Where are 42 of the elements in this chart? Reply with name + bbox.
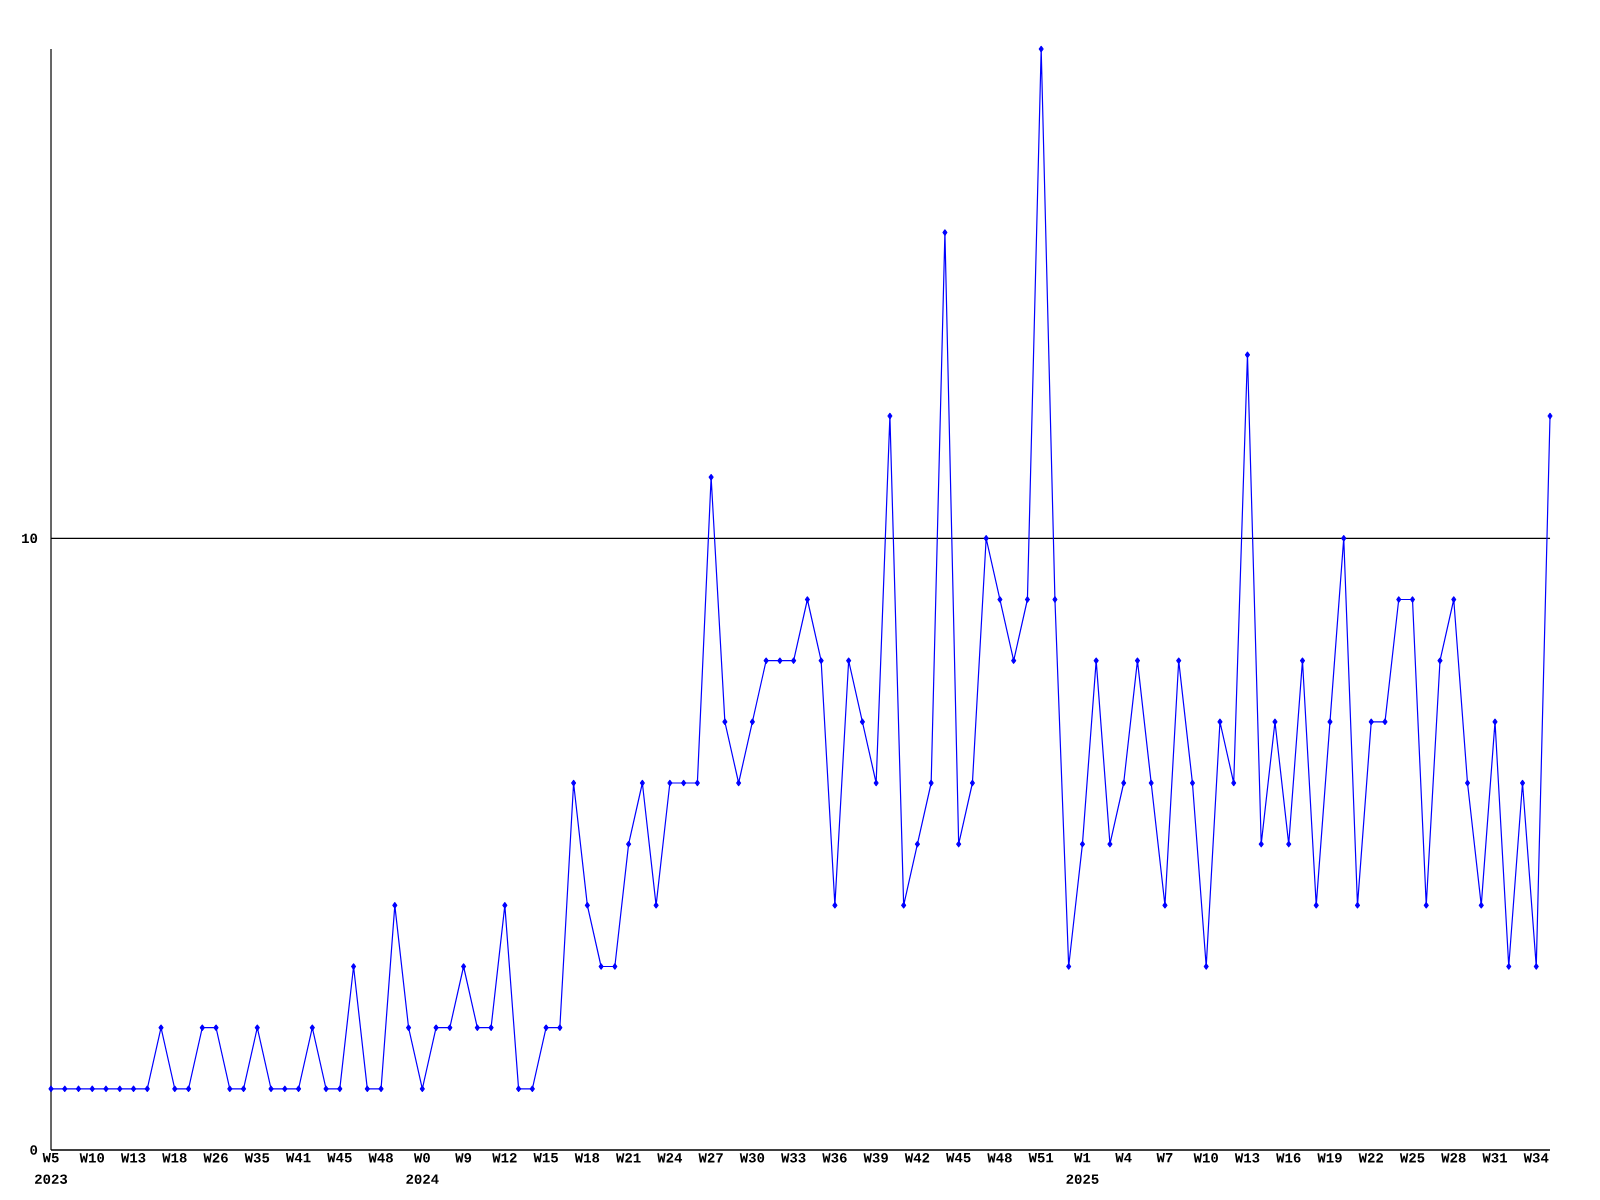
- text: 2025: [1066, 1174, 1099, 1184]
- x-tick-label: W33: [781, 1153, 806, 1163]
- x-tick-label: W18: [574, 1153, 600, 1163]
- x-tick-label: W45: [327, 1153, 352, 1163]
- x-tick-label: W34: [1523, 1153, 1549, 1163]
- x-tick-label: W30: [739, 1153, 765, 1163]
- x-tick-label: W4: [1115, 1153, 1132, 1163]
- x-tick-label: W36: [822, 1153, 847, 1163]
- x-tick-label: W10: [1193, 1153, 1218, 1163]
- x-tick-label: W25: [1399, 1153, 1425, 1163]
- x-tick-label: W24: [657, 1153, 683, 1163]
- x-tick-label: W21: [616, 1153, 641, 1163]
- x-tick-label: W35: [244, 1153, 270, 1163]
- x-tick-label: W22: [1358, 1153, 1384, 1163]
- x-tick-label: W16: [1276, 1153, 1301, 1163]
- x-tick-label: W48: [368, 1153, 393, 1163]
- x-tick-label: W51: [1028, 1153, 1054, 1163]
- x-tick-label: W10: [79, 1153, 105, 1163]
- text: 2023: [35, 1174, 68, 1184]
- x-tick-label: W0: [413, 1153, 430, 1163]
- x-tick-label: W1: [1074, 1153, 1091, 1163]
- x-tick-label: W7: [1156, 1153, 1173, 1163]
- x-tick-label: W5: [42, 1153, 59, 1163]
- x-tick-label: W19: [1317, 1153, 1342, 1163]
- x-tick-label: W13: [1234, 1153, 1260, 1163]
- x-tick-label: W28: [1441, 1153, 1466, 1163]
- x-tick-label: W18: [162, 1153, 187, 1163]
- x-tick-label: W39: [863, 1153, 888, 1163]
- x-tick-label: W15: [533, 1153, 558, 1163]
- text: 2024: [406, 1174, 439, 1184]
- x-tick-label: W41: [285, 1153, 311, 1163]
- x-tick-label: W12: [492, 1153, 517, 1163]
- y-tick-label: 10: [22, 533, 38, 544]
- x-tick-label: W26: [203, 1153, 228, 1163]
- x-tick-label: W31: [1482, 1153, 1508, 1163]
- y-tick-label: 0: [30, 1145, 38, 1155]
- x-tick-label: W45: [946, 1153, 971, 1163]
- x-tick-label: W42: [904, 1153, 930, 1163]
- x-tick-label: W13: [120, 1153, 146, 1163]
- x-tick-label: W48: [987, 1153, 1012, 1163]
- x-tick-label: W27: [698, 1153, 723, 1163]
- x-tick-label: W9: [455, 1153, 472, 1163]
